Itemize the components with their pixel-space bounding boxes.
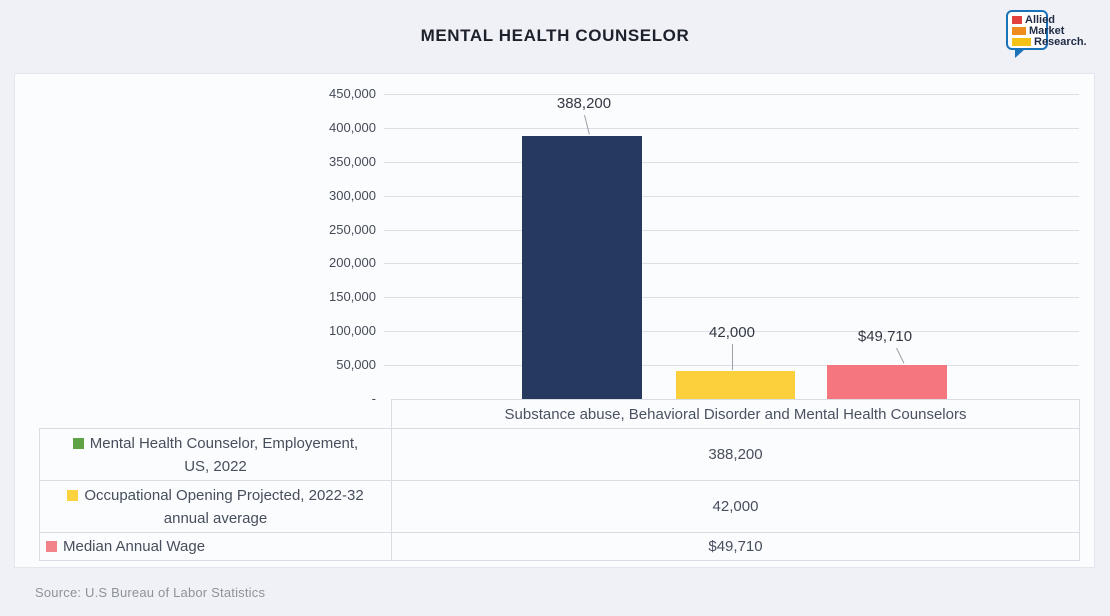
y-tick-label: 250,000 xyxy=(329,222,376,237)
gridline xyxy=(384,128,1079,129)
legend-label-line: annual average xyxy=(163,509,268,527)
legend-cell-occupational-openings: Occupational Opening Projected, 2022-32 … xyxy=(39,480,392,533)
bar-employment xyxy=(522,135,642,399)
y-tick-label: 350,000 xyxy=(329,154,376,169)
y-tick-label: 50,000 xyxy=(336,357,376,372)
gridline xyxy=(384,263,1079,264)
y-tick-label: 400,000 xyxy=(329,120,376,135)
legend-label-line: Median Annual Wage xyxy=(63,538,206,555)
data-label-occupational-openings: 42,000 xyxy=(709,324,755,341)
logo-rows: Allied Market Research. xyxy=(1012,15,1087,48)
table-header-empty-cell xyxy=(40,400,392,429)
legend-cell-median-wage: Median Annual Wage xyxy=(39,532,392,561)
callout-line xyxy=(896,347,905,364)
bar-occupational-openings xyxy=(676,370,795,399)
logo-word: Research. xyxy=(1034,36,1087,48)
y-axis: 450,000 400,000 350,000 300,000 250,000 … xyxy=(15,86,376,406)
gridline xyxy=(384,162,1079,163)
gridline xyxy=(384,297,1079,298)
data-label-median-wage: $49,710 xyxy=(857,328,913,345)
y-tick-label: - xyxy=(371,391,376,406)
legend-label-line: Mental Health Counselor, Employement, xyxy=(89,434,359,452)
bar-median-wage xyxy=(827,365,947,399)
gridline xyxy=(384,230,1079,231)
value-cell-employment: 388,200 xyxy=(391,428,1080,481)
data-label-employment: 388,200 xyxy=(556,95,612,112)
gridline xyxy=(384,331,1079,332)
gridline xyxy=(384,365,1079,366)
value-cell-median-wage: $49,710 xyxy=(391,532,1080,561)
table-column-header: Substance abuse, Behavioral Disorder and… xyxy=(391,399,1080,429)
value-cell-occupational-openings: 42,000 xyxy=(391,480,1080,533)
table-header-row: Substance abuse, Behavioral Disorder and… xyxy=(40,399,1080,429)
y-tick-label: 150,000 xyxy=(329,289,376,304)
amr-logo: Allied Market Research. xyxy=(1006,8,1098,64)
chart-card: 450,000 400,000 350,000 300,000 250,000 … xyxy=(14,73,1095,568)
callout-line xyxy=(732,344,733,370)
y-tick-label: 200,000 xyxy=(329,255,376,270)
logo-word: Allied xyxy=(1025,14,1055,26)
y-tick-label: 100,000 xyxy=(329,323,376,338)
gridline xyxy=(384,196,1079,197)
legend-label-line: US, 2022 xyxy=(184,457,247,475)
legend-swatch-icon xyxy=(46,541,57,552)
table-row: Median Annual Wage $49,710 xyxy=(39,532,1080,561)
table-row: Occupational Opening Projected, 2022-32 … xyxy=(39,480,1080,533)
plot-area: 388,200 42,000 $49,710 xyxy=(384,94,1079,399)
logo-bar-icon xyxy=(1012,27,1026,35)
legend-swatch-icon xyxy=(67,489,79,501)
data-table: Substance abuse, Behavioral Disorder and… xyxy=(39,399,1080,561)
table-row: Mental Health Counselor, Employement, US… xyxy=(39,428,1080,481)
legend-cell-employment: Mental Health Counselor, Employement, US… xyxy=(39,428,392,481)
logo-word: Market xyxy=(1029,25,1065,37)
source-note: Source: U.S Bureau of Labor Statistics xyxy=(35,585,266,600)
legend-label-line: Occupational Opening Projected, 2022-32 xyxy=(84,486,364,504)
page-title: MENTAL HEALTH COUNSELOR xyxy=(420,26,690,45)
logo-bar-icon xyxy=(1012,38,1031,46)
y-tick-label: 300,000 xyxy=(329,188,376,203)
legend-swatch-icon xyxy=(72,437,84,449)
logo-bar-icon xyxy=(1012,16,1022,24)
y-tick-label: 450,000 xyxy=(329,86,376,101)
callout-line xyxy=(584,114,590,135)
logo-row: Allied xyxy=(1012,14,1087,26)
logo-bubble-tail-icon xyxy=(1015,49,1025,58)
gridline xyxy=(384,94,1079,95)
logo-row: Research. xyxy=(1012,36,1087,48)
logo-row: Market xyxy=(1012,25,1087,37)
